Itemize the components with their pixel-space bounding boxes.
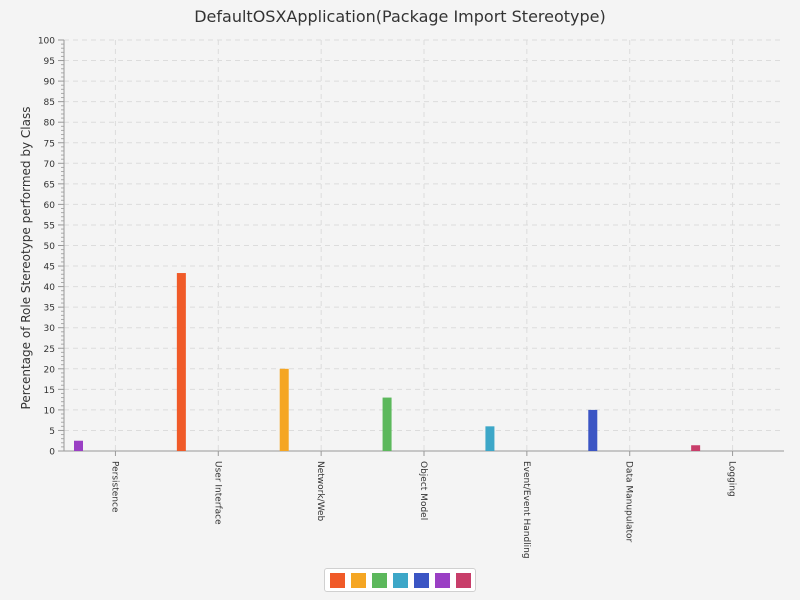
x-tick-label: Network/Web	[315, 461, 325, 522]
bar	[74, 440, 83, 451]
bar	[691, 445, 701, 451]
x-tick-label: Object Model	[418, 461, 428, 520]
legend-swatch	[330, 573, 345, 588]
bar	[382, 397, 392, 451]
legend-swatch	[456, 573, 471, 588]
y-tick-label: 50	[44, 242, 56, 252]
y-tick-label: 85	[44, 98, 55, 108]
y-tick-label: 95	[44, 57, 55, 67]
x-tick-label: Data Manupulator	[624, 461, 634, 543]
bar	[588, 409, 598, 451]
y-tick-label: 20	[44, 365, 56, 375]
y-tick-label: 15	[44, 386, 55, 396]
y-tick-label: 90	[44, 78, 56, 88]
y-tick-label: 45	[44, 263, 55, 273]
legend-swatch	[372, 573, 387, 588]
y-tick-label: 55	[44, 221, 55, 231]
legend-swatch	[393, 573, 408, 588]
bar	[485, 426, 495, 451]
legend-swatch	[414, 573, 429, 588]
y-tick-label: 30	[44, 324, 56, 334]
chart-title: DefaultOSXApplication(Package Import Ste…	[194, 7, 606, 26]
x-tick-label: User Interface	[212, 461, 222, 525]
legend-swatch	[435, 573, 450, 588]
x-tick-label: Logging	[727, 461, 737, 497]
legend-swatch	[351, 573, 366, 588]
bar	[176, 273, 186, 451]
y-tick-label: 75	[44, 139, 55, 149]
legend	[324, 568, 476, 592]
y-tick-label: 35	[44, 304, 55, 314]
y-tick-label: 80	[44, 119, 56, 129]
y-tick-label: 10	[44, 406, 56, 416]
y-tick-label: 40	[44, 283, 56, 293]
y-tick-label: 70	[44, 160, 56, 170]
bar	[279, 368, 289, 451]
y-tick-label: 60	[44, 201, 56, 211]
y-tick-label: 100	[38, 37, 55, 47]
x-tick-label: Persistence	[109, 461, 119, 513]
y-tick-label: 0	[49, 448, 55, 458]
x-tick-label: Event/Event Handling	[521, 461, 531, 559]
y-tick-label: 5	[49, 427, 55, 437]
y-tick-label: 25	[44, 345, 55, 355]
y-tick-label: 65	[44, 180, 55, 190]
